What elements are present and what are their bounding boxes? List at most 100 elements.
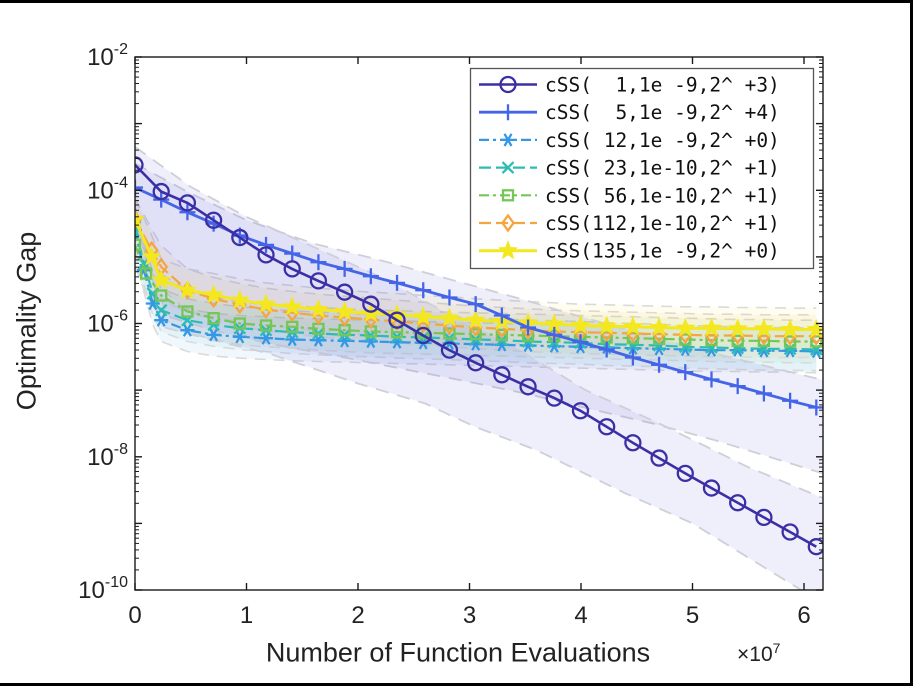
series-1 <box>135 179 823 416</box>
band-fill-2 <box>135 208 817 373</box>
pentagram-marker <box>387 304 408 324</box>
pentagram-marker <box>151 269 172 289</box>
pentagram-marker <box>229 289 250 309</box>
pentagram-marker <box>622 316 644 336</box>
circle-marker <box>467 354 485 372</box>
y-tick-label: 10-2 <box>87 41 128 71</box>
plus-marker <box>677 364 694 381</box>
x-marker <box>501 161 515 174</box>
square-marker <box>731 334 744 347</box>
circle-marker <box>388 311 406 329</box>
series-line-5 <box>135 219 817 338</box>
band-fill-6 <box>135 198 817 351</box>
y-tick-label: 10-8 <box>87 441 128 471</box>
band-edge-upper-blue-1 <box>135 146 823 499</box>
square-marker <box>259 319 273 332</box>
asterisk-marker <box>501 133 515 147</box>
pentagram-marker <box>255 293 277 313</box>
band-edge-lower-5 <box>135 240 817 359</box>
plus-marker <box>441 289 458 306</box>
x-marker <box>207 318 220 332</box>
circle-marker <box>178 194 197 212</box>
asterisk-marker <box>206 328 221 342</box>
square-marker <box>679 333 692 346</box>
plus-marker <box>808 399 823 416</box>
x-tick-label: 0 <box>128 602 141 629</box>
plus-marker <box>135 179 143 196</box>
circle-marker <box>362 295 380 313</box>
pentagram-marker <box>701 317 722 337</box>
pentagram-marker <box>753 318 775 338</box>
band-edge-lower-3 <box>135 248 817 372</box>
x-tick-label: 2 <box>351 602 364 629</box>
circle-marker <box>440 341 459 359</box>
legend-entry-6: cSS(135,1e -9,2^ +0) <box>479 240 780 263</box>
legend-label: cSS( 23,1e-10,2^ +1) <box>545 157 780 180</box>
asterisk-marker <box>285 332 300 347</box>
plot-area <box>135 146 823 590</box>
asterisk-marker <box>363 334 378 349</box>
circle-marker <box>598 418 616 436</box>
pentagram-marker <box>596 315 617 335</box>
plus-marker <box>258 236 275 253</box>
plus-marker <box>729 378 746 395</box>
chart-svg: 0 1 2 3 4 5 6 10-2 10-4 10-6 10-8 10-10 cSS( 1,1e -9… <box>78 41 824 629</box>
pentagram-marker <box>177 279 198 299</box>
square-marker <box>233 317 246 330</box>
circle-marker <box>781 523 799 541</box>
circle-marker <box>493 366 511 384</box>
pentagram-marker <box>439 307 460 327</box>
pentagram-marker <box>308 298 329 319</box>
plus-marker <box>310 254 327 271</box>
legend-label: cSS(135,1e -9,2^ +0) <box>545 240 780 263</box>
square-marker <box>495 328 509 341</box>
band-edge-lower-blue-1 <box>135 223 803 590</box>
legend-entry-5: cSS(112,1e-10,2^ +1) <box>479 212 780 235</box>
x-tick-label: 6 <box>797 602 810 629</box>
pentagram-marker <box>779 318 801 339</box>
plus-marker <box>624 349 641 366</box>
plus-marker <box>520 319 537 336</box>
y-axis-title: Optimality Gap <box>11 231 42 411</box>
plus-marker <box>703 371 720 388</box>
x-tick-label: 5 <box>686 602 699 629</box>
x-tick-label: 4 <box>574 602 587 629</box>
asterisk-marker <box>145 296 160 311</box>
circle-marker <box>807 538 823 556</box>
pentagram-marker <box>413 306 434 326</box>
legend-label: cSS( 12,1e -9,2^ +0) <box>545 129 780 152</box>
circle-marker <box>676 464 694 483</box>
plus-marker <box>755 385 772 402</box>
plus-marker <box>493 307 510 324</box>
plus-marker <box>362 268 379 285</box>
circle-marker <box>624 434 642 452</box>
x-marker <box>678 340 692 354</box>
band-edge-upper-5 <box>135 197 817 316</box>
plus-marker <box>336 260 353 277</box>
circle-marker <box>231 228 249 247</box>
circle-marker <box>545 389 563 407</box>
series-line-4 <box>135 244 817 343</box>
square-marker <box>810 335 823 348</box>
circle-marker <box>499 75 517 94</box>
circle-marker <box>283 260 301 278</box>
y-tick-label: 10-4 <box>87 174 128 204</box>
legend-label: cSS(112,1e-10,2^ +1) <box>545 212 780 235</box>
square-marker <box>140 267 153 280</box>
legend-entry-3: cSS( 23,1e-10,2^ +1) <box>479 157 780 180</box>
x-marker <box>626 338 640 352</box>
circle-marker <box>152 182 170 201</box>
square-marker <box>469 328 482 341</box>
pentagram-marker <box>141 246 162 266</box>
circle-marker <box>571 402 590 420</box>
asterisk-marker <box>154 313 169 327</box>
pentagram-marker <box>203 284 224 304</box>
x-marker <box>652 339 666 352</box>
x-marker <box>154 303 168 317</box>
circle-marker <box>729 494 747 512</box>
legend-entry-0: cSS( 1,1e -9,2^ +3) <box>479 74 780 97</box>
circle-marker <box>519 378 537 396</box>
legend-label: cSS( 1,1e -9,2^ +3) <box>545 74 780 97</box>
series-line-6 <box>135 218 817 331</box>
